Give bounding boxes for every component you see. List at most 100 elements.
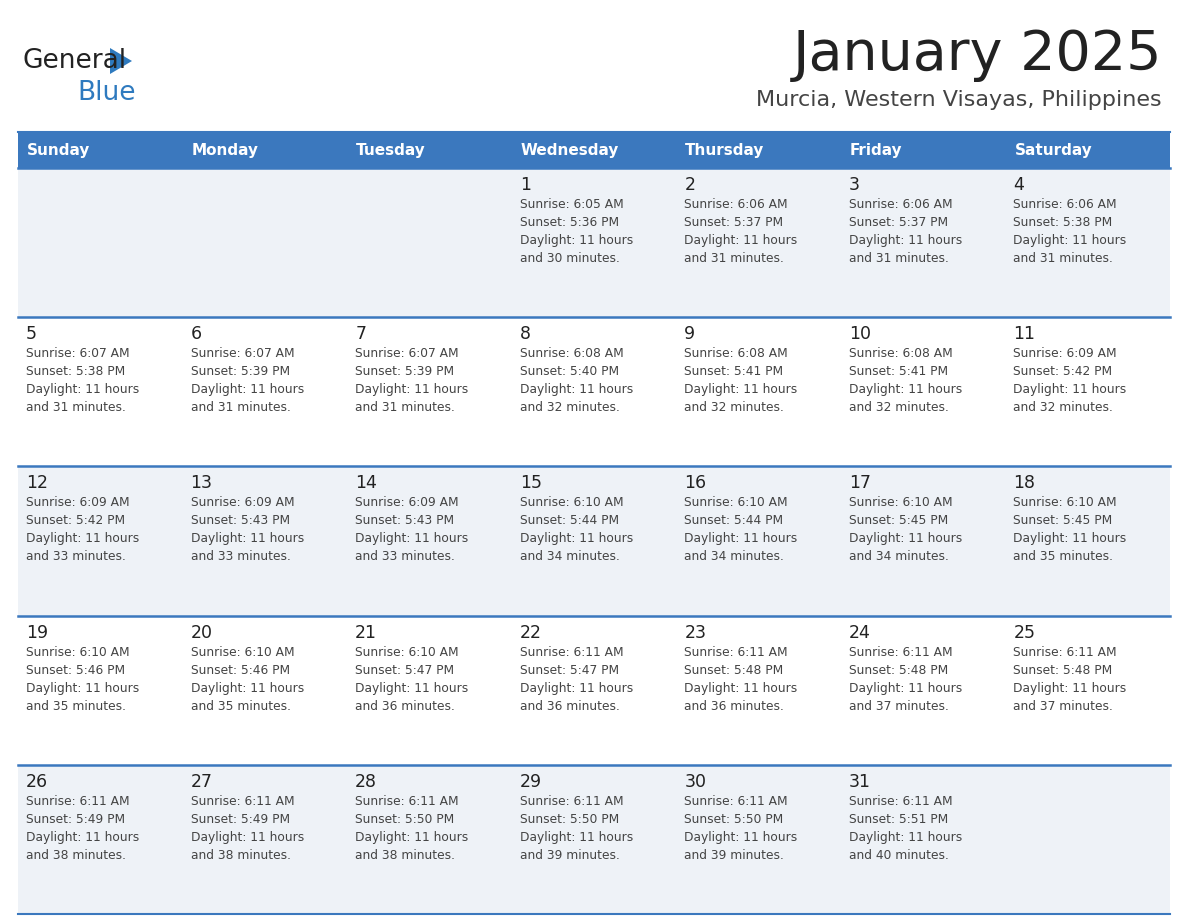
Text: Daylight: 11 hours: Daylight: 11 hours	[355, 532, 468, 545]
Text: Daylight: 11 hours: Daylight: 11 hours	[190, 831, 304, 844]
Text: Daylight: 11 hours: Daylight: 11 hours	[849, 532, 962, 545]
Text: and 35 minutes.: and 35 minutes.	[1013, 551, 1113, 564]
Text: Sunrise: 6:06 AM: Sunrise: 6:06 AM	[684, 198, 788, 211]
Text: 22: 22	[519, 623, 542, 642]
Text: Sunrise: 6:11 AM: Sunrise: 6:11 AM	[519, 795, 624, 808]
Text: Sunset: 5:51 PM: Sunset: 5:51 PM	[849, 812, 948, 826]
Text: Sunset: 5:47 PM: Sunset: 5:47 PM	[355, 664, 454, 677]
Text: 3: 3	[849, 176, 860, 194]
Text: Sunset: 5:49 PM: Sunset: 5:49 PM	[26, 812, 125, 826]
Text: Daylight: 11 hours: Daylight: 11 hours	[355, 383, 468, 397]
Text: 28: 28	[355, 773, 377, 790]
Text: General: General	[23, 48, 126, 74]
Bar	[18, 132, 183, 168]
Text: and 30 minutes.: and 30 minutes.	[519, 252, 620, 265]
Text: Sunset: 5:47 PM: Sunset: 5:47 PM	[519, 664, 619, 677]
Text: Sunrise: 6:10 AM: Sunrise: 6:10 AM	[519, 497, 624, 509]
Text: Sunrise: 6:10 AM: Sunrise: 6:10 AM	[26, 645, 129, 658]
Text: Saturday: Saturday	[1015, 142, 1092, 158]
Text: Sunset: 5:50 PM: Sunset: 5:50 PM	[519, 812, 619, 826]
Bar	[841, 132, 1005, 168]
Text: Sunset: 5:44 PM: Sunset: 5:44 PM	[684, 514, 783, 528]
Text: Daylight: 11 hours: Daylight: 11 hours	[684, 532, 797, 545]
Text: Daylight: 11 hours: Daylight: 11 hours	[849, 383, 962, 397]
Text: Sunrise: 6:07 AM: Sunrise: 6:07 AM	[26, 347, 129, 360]
Text: Daylight: 11 hours: Daylight: 11 hours	[26, 681, 139, 695]
Text: Sunset: 5:45 PM: Sunset: 5:45 PM	[849, 514, 948, 528]
Text: Sunset: 5:42 PM: Sunset: 5:42 PM	[1013, 365, 1112, 378]
Bar	[347, 132, 512, 168]
Text: 20: 20	[190, 623, 213, 642]
Text: Daylight: 11 hours: Daylight: 11 hours	[519, 234, 633, 247]
Text: and 35 minutes.: and 35 minutes.	[26, 700, 126, 712]
Text: Sunset: 5:43 PM: Sunset: 5:43 PM	[190, 514, 290, 528]
Text: Sunrise: 6:11 AM: Sunrise: 6:11 AM	[684, 645, 788, 658]
Text: Sunrise: 6:08 AM: Sunrise: 6:08 AM	[849, 347, 953, 360]
Text: 8: 8	[519, 325, 531, 343]
Text: Sunrise: 6:10 AM: Sunrise: 6:10 AM	[190, 645, 295, 658]
Text: Blue: Blue	[77, 80, 135, 106]
Text: and 37 minutes.: and 37 minutes.	[1013, 700, 1113, 712]
Text: 26: 26	[26, 773, 49, 790]
Text: and 37 minutes.: and 37 minutes.	[849, 700, 949, 712]
Text: and 40 minutes.: and 40 minutes.	[849, 849, 949, 862]
Text: Sunset: 5:48 PM: Sunset: 5:48 PM	[1013, 664, 1113, 677]
Text: Sunset: 5:48 PM: Sunset: 5:48 PM	[849, 664, 948, 677]
Text: Daylight: 11 hours: Daylight: 11 hours	[1013, 681, 1126, 695]
Text: Daylight: 11 hours: Daylight: 11 hours	[519, 383, 633, 397]
Text: Sunrise: 6:09 AM: Sunrise: 6:09 AM	[355, 497, 459, 509]
Text: Sunset: 5:46 PM: Sunset: 5:46 PM	[26, 664, 125, 677]
Text: Daylight: 11 hours: Daylight: 11 hours	[519, 831, 633, 844]
Text: Sunset: 5:45 PM: Sunset: 5:45 PM	[1013, 514, 1113, 528]
Text: Daylight: 11 hours: Daylight: 11 hours	[26, 383, 139, 397]
Text: and 33 minutes.: and 33 minutes.	[190, 551, 290, 564]
Text: Sunset: 5:41 PM: Sunset: 5:41 PM	[684, 365, 783, 378]
Text: and 38 minutes.: and 38 minutes.	[355, 849, 455, 862]
Text: Daylight: 11 hours: Daylight: 11 hours	[1013, 532, 1126, 545]
Text: Sunrise: 6:10 AM: Sunrise: 6:10 AM	[684, 497, 788, 509]
Text: 16: 16	[684, 475, 707, 492]
Text: 30: 30	[684, 773, 707, 790]
Bar	[18, 168, 1170, 318]
Text: 27: 27	[190, 773, 213, 790]
Text: Sunrise: 6:11 AM: Sunrise: 6:11 AM	[26, 795, 129, 808]
Text: Daylight: 11 hours: Daylight: 11 hours	[684, 681, 797, 695]
Text: and 31 minutes.: and 31 minutes.	[355, 401, 455, 414]
Text: Sunrise: 6:11 AM: Sunrise: 6:11 AM	[519, 645, 624, 658]
Text: Sunrise: 6:10 AM: Sunrise: 6:10 AM	[355, 645, 459, 658]
Text: 2: 2	[684, 176, 695, 194]
Text: Sunday: Sunday	[27, 142, 90, 158]
Text: 4: 4	[1013, 176, 1024, 194]
Text: and 35 minutes.: and 35 minutes.	[190, 700, 291, 712]
Text: Sunset: 5:48 PM: Sunset: 5:48 PM	[684, 664, 784, 677]
Text: and 31 minutes.: and 31 minutes.	[684, 252, 784, 265]
Text: Sunrise: 6:05 AM: Sunrise: 6:05 AM	[519, 198, 624, 211]
Text: Sunset: 5:42 PM: Sunset: 5:42 PM	[26, 514, 125, 528]
Text: Sunset: 5:50 PM: Sunset: 5:50 PM	[684, 812, 784, 826]
Text: Sunrise: 6:09 AM: Sunrise: 6:09 AM	[1013, 347, 1117, 360]
Bar	[18, 318, 1170, 466]
Text: Sunrise: 6:11 AM: Sunrise: 6:11 AM	[355, 795, 459, 808]
Bar	[183, 132, 347, 168]
Text: Sunset: 5:41 PM: Sunset: 5:41 PM	[849, 365, 948, 378]
Text: Sunrise: 6:06 AM: Sunrise: 6:06 AM	[849, 198, 953, 211]
Text: 23: 23	[684, 623, 707, 642]
Text: Sunset: 5:40 PM: Sunset: 5:40 PM	[519, 365, 619, 378]
Text: Sunrise: 6:10 AM: Sunrise: 6:10 AM	[849, 497, 953, 509]
Text: Daylight: 11 hours: Daylight: 11 hours	[849, 234, 962, 247]
Text: 10: 10	[849, 325, 871, 343]
Text: Daylight: 11 hours: Daylight: 11 hours	[355, 681, 468, 695]
Text: 6: 6	[190, 325, 202, 343]
Text: Daylight: 11 hours: Daylight: 11 hours	[684, 234, 797, 247]
Text: Daylight: 11 hours: Daylight: 11 hours	[684, 831, 797, 844]
Bar	[18, 765, 1170, 914]
Text: Sunset: 5:38 PM: Sunset: 5:38 PM	[1013, 216, 1113, 229]
Text: and 34 minutes.: and 34 minutes.	[684, 551, 784, 564]
Text: and 38 minutes.: and 38 minutes.	[26, 849, 126, 862]
Text: Sunrise: 6:11 AM: Sunrise: 6:11 AM	[190, 795, 295, 808]
Text: 18: 18	[1013, 475, 1036, 492]
Text: Sunrise: 6:07 AM: Sunrise: 6:07 AM	[190, 347, 295, 360]
Text: Sunrise: 6:11 AM: Sunrise: 6:11 AM	[849, 645, 953, 658]
Text: and 33 minutes.: and 33 minutes.	[26, 551, 126, 564]
Text: 7: 7	[355, 325, 366, 343]
